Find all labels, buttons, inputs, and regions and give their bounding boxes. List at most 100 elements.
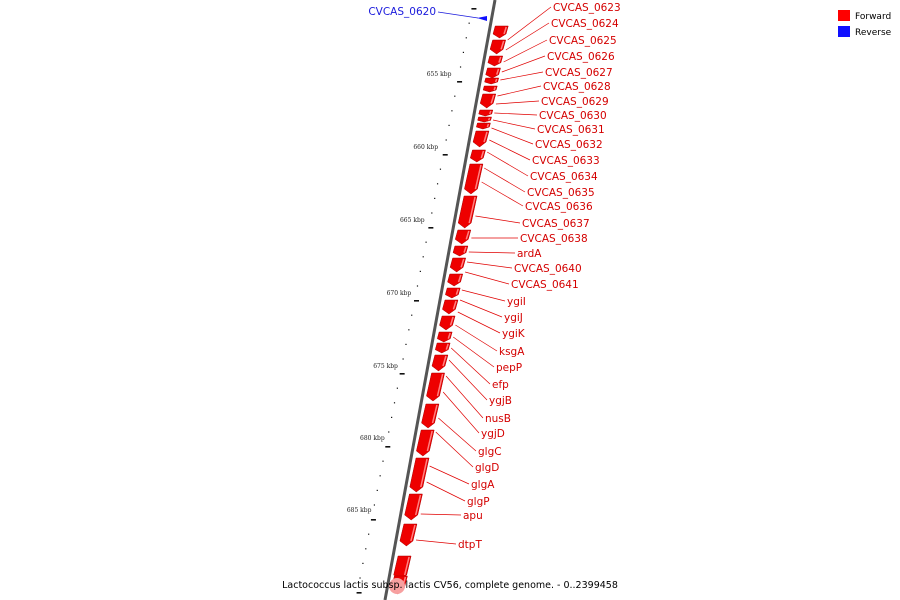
gene-label: ygjD (481, 428, 505, 440)
gene-label: glgC (478, 446, 502, 458)
label-connector (501, 55, 546, 73)
gene-label: CVCAS_0629 (541, 96, 609, 108)
legend-reverse-label: Reverse (855, 28, 892, 38)
label-connector (442, 391, 480, 434)
genome-backbone (383, 0, 497, 600)
gene-label: CVCAS_0641 (511, 279, 579, 291)
gene-arrow (472, 130, 490, 148)
scale-label: 685 kbp (347, 507, 372, 514)
gene-label: glgP (467, 496, 490, 508)
gene-arrow (447, 273, 464, 287)
label-connector (500, 71, 544, 81)
gene-arrow-highlight (436, 373, 444, 397)
label-connector (445, 375, 484, 419)
scale-tick (391, 416, 393, 418)
gene-label: CVCAS_0638 (520, 233, 588, 245)
scale-tick (468, 22, 470, 24)
gene-arrow (492, 25, 509, 39)
gene-label: glgD (475, 462, 499, 474)
scale-tick (368, 533, 370, 535)
gene-arrow (439, 315, 456, 331)
scale-tick (376, 489, 378, 491)
gene-label: CVCAS_0632 (535, 139, 603, 151)
gene-arrow-highlight (480, 150, 485, 159)
label-connector (494, 112, 538, 116)
gene-label: CVCAS_0635 (527, 187, 595, 199)
legend-forward-swatch (838, 10, 850, 21)
scale-tick (411, 314, 413, 316)
gene-arrow-highlight (426, 430, 433, 452)
gene-arrow (399, 523, 418, 547)
gene-arrow-highlight (503, 26, 507, 35)
scale-tick (388, 431, 390, 433)
label-connector (461, 289, 506, 302)
scale-tick (428, 227, 434, 229)
gene-arrow-highlight (449, 316, 454, 326)
gene-arrow-highlight (486, 123, 490, 128)
label-connector (497, 85, 542, 97)
scale-tick (414, 300, 419, 302)
scale-tick (462, 51, 465, 53)
scale-tick (399, 373, 405, 375)
gene-arrow-faded (389, 578, 405, 594)
label-connector (450, 347, 491, 385)
label-connector (495, 100, 540, 105)
label-connector (438, 417, 477, 452)
gene-arrow-highlight (494, 78, 498, 83)
gene-arrow-highlight (493, 86, 496, 91)
gene-arrow-highlight (463, 246, 467, 253)
gene-arrow-highlight (447, 332, 451, 339)
legend-reverse-swatch (838, 26, 850, 37)
scale-tick (445, 139, 447, 141)
gene-label: CVCAS_0636 (525, 201, 593, 213)
gene-arrow-highlight (403, 556, 410, 576)
label-connectors (415, 6, 552, 545)
gene-features (389, 16, 509, 595)
gene-arrow (489, 39, 506, 55)
scale-label: 665 kbp (400, 217, 425, 224)
gene-arrow-highlight (460, 258, 465, 268)
label-connector (475, 215, 521, 224)
gene-label: CVCAS_0628 (543, 81, 611, 93)
gene-arrow-highlight (490, 94, 495, 104)
scale-tick (471, 8, 477, 10)
label-connector (429, 465, 470, 485)
label-connector (465, 271, 510, 285)
gene-arrow (487, 55, 504, 67)
gene-arrow (437, 331, 453, 343)
label-connector (457, 311, 501, 334)
label-connector (466, 261, 513, 269)
gene-arrow-highlight (474, 164, 482, 190)
scale-tick (448, 124, 450, 126)
scale-label: 670 kbp (387, 290, 412, 297)
gene-arrow-highlight (465, 230, 470, 240)
scale-tick (442, 154, 448, 156)
gene-label: ygjB (489, 395, 512, 407)
scale-tick (382, 460, 384, 462)
gene-arrow (416, 429, 435, 457)
scale-tick (373, 504, 376, 506)
gene-arrow (464, 163, 484, 195)
scale-tick (431, 212, 433, 214)
gene-arrow (421, 403, 440, 429)
gene-arrow-highlight (498, 56, 502, 63)
scale-tick (362, 562, 364, 564)
scale-label: 675 kbp (373, 363, 398, 370)
gene-arrow (478, 109, 494, 117)
label-connector (426, 481, 466, 502)
gene-label-reverse: CVCAS_0620 (368, 6, 436, 18)
label-connector (468, 251, 516, 254)
gene-label: pepP (496, 362, 522, 374)
scale-tick (436, 183, 439, 185)
scale-tick (396, 387, 398, 389)
label-connector (489, 139, 531, 161)
gene-arrow (449, 257, 467, 273)
gene-label: dtpT (458, 539, 482, 551)
legend-forward-label: Forward (855, 12, 891, 22)
gene-label: glgA (471, 479, 495, 491)
scale-tick (365, 548, 367, 550)
scale-label: 655 kbp (427, 71, 452, 78)
gene-arrow (485, 67, 501, 79)
gene-arrow (442, 299, 459, 315)
